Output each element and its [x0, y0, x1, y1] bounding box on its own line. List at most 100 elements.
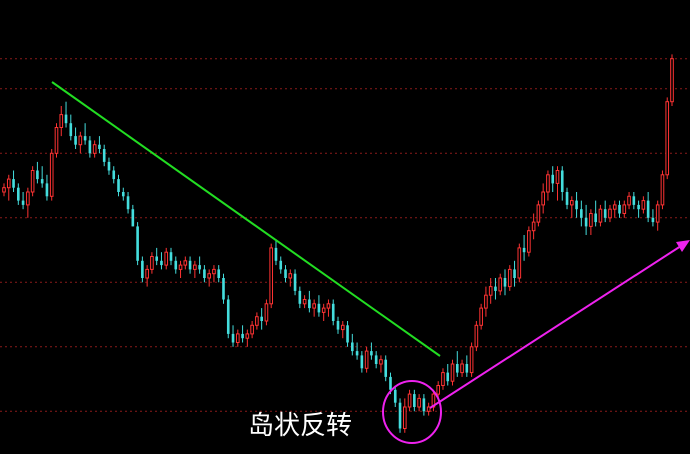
candlestick — [207, 269, 211, 287]
candle-body-up — [622, 204, 627, 214]
grid-layer — [0, 58, 690, 412]
candle-body-up — [665, 101, 670, 176]
candle-body-down — [83, 136, 87, 141]
candlestick — [98, 136, 101, 154]
candlestick — [226, 295, 230, 339]
candle-body-down — [64, 114, 68, 124]
candle-body-down — [231, 333, 235, 343]
candlestick — [279, 256, 283, 274]
candlestick — [160, 252, 163, 270]
candlestick — [632, 192, 636, 210]
candlestick — [274, 239, 278, 266]
candle-body-up — [569, 200, 574, 206]
candlestick — [565, 187, 569, 210]
candle-body-down — [169, 252, 173, 261]
candlestick — [260, 308, 263, 330]
candlestick — [340, 321, 345, 339]
candlestick — [398, 398, 402, 433]
candlestick — [298, 286, 302, 309]
candle-body-up — [340, 324, 345, 331]
candlestick — [536, 200, 541, 227]
candlestick — [374, 351, 378, 369]
candle-body-down — [632, 196, 636, 205]
candlestick — [417, 394, 421, 412]
candlestick — [188, 256, 192, 274]
candlestick — [131, 204, 135, 227]
candlestick — [580, 200, 583, 227]
candlestick — [393, 385, 397, 407]
candle-body-up — [555, 170, 560, 184]
candle-body-down — [45, 183, 49, 197]
candle-body-up — [145, 268, 149, 279]
candlestick — [436, 381, 441, 399]
candlestick — [541, 183, 545, 214]
candlestick — [255, 312, 259, 330]
candlestick — [355, 342, 359, 360]
candlestick — [474, 321, 479, 352]
candlestick — [469, 342, 474, 377]
candle-body-up — [150, 256, 154, 270]
candle-body-up — [288, 273, 293, 279]
candlestick — [422, 394, 426, 416]
candle-body-down — [513, 269, 516, 278]
candlestick — [655, 200, 660, 231]
candlestick — [351, 333, 354, 356]
candlestick — [455, 351, 459, 377]
candle-body-down — [384, 359, 388, 377]
candle-body-down — [117, 179, 120, 192]
candle-body-down — [121, 192, 125, 197]
candle-body-down — [389, 376, 392, 390]
candle-body-up — [6, 178, 11, 189]
candlestick — [346, 321, 349, 347]
candlestick — [484, 286, 488, 317]
candle-body-down — [398, 402, 402, 429]
candle-body-up — [245, 333, 250, 339]
candle-body-down — [241, 333, 244, 339]
candlestick — [45, 174, 49, 201]
candle-body-down — [336, 321, 340, 330]
candle-body-up — [30, 170, 35, 193]
candle-body-down — [455, 364, 459, 373]
candlestick — [522, 235, 526, 261]
candle-body-down — [413, 394, 416, 407]
candlestick — [612, 200, 617, 218]
candlestick — [212, 265, 216, 283]
candlestick — [584, 204, 588, 235]
candlestick — [670, 54, 674, 106]
candlestick — [575, 192, 578, 218]
candlestick — [384, 355, 388, 382]
candle-body-up — [670, 58, 674, 103]
candle-body-up — [183, 260, 188, 266]
candle-body-down — [112, 170, 116, 180]
candlestick — [169, 247, 173, 266]
candle-body-down — [298, 290, 302, 304]
candle-body-down — [131, 209, 135, 227]
candlestick — [379, 355, 383, 373]
candle-body-down — [36, 170, 39, 180]
candlestick — [59, 106, 64, 137]
candle-body-up — [660, 174, 665, 206]
candlestick — [178, 260, 183, 278]
candle-body-up — [178, 264, 183, 270]
candlestick — [594, 200, 597, 227]
candle-body-up — [54, 127, 59, 154]
candlestick — [74, 127, 77, 149]
candlestick — [646, 192, 650, 223]
candlestick — [69, 114, 73, 141]
candle-body-down — [12, 179, 15, 188]
candle-body-up — [484, 294, 488, 309]
candlestick — [527, 226, 531, 257]
candlestick — [88, 136, 92, 158]
candlestick — [507, 265, 512, 291]
candlestick — [513, 260, 516, 287]
candlestick — [30, 166, 35, 197]
candle-body-up — [269, 247, 274, 305]
candle-body-up — [436, 385, 441, 395]
candle-body-up — [312, 303, 316, 309]
candle-body-down — [284, 269, 287, 278]
candle-body-down — [360, 355, 364, 369]
candle-body-down — [465, 364, 469, 373]
candlestick — [64, 101, 68, 128]
